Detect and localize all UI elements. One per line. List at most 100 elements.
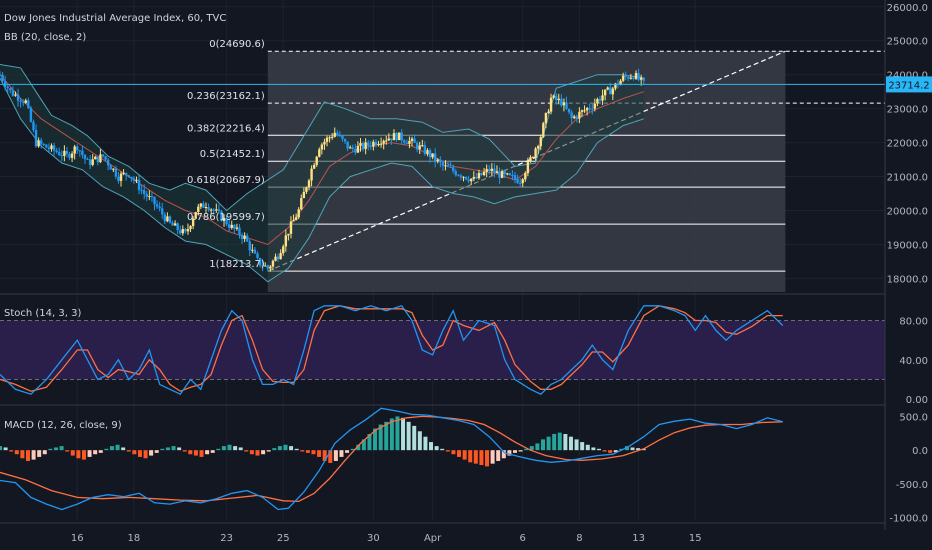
candle-body bbox=[96, 156, 100, 163]
candle-body bbox=[34, 130, 38, 147]
candle-body bbox=[122, 172, 125, 174]
macd-histogram-bar bbox=[434, 446, 439, 451]
candle-body bbox=[315, 156, 318, 165]
candle-body bbox=[119, 173, 123, 181]
candle-body bbox=[503, 171, 506, 175]
macd-histogram-bar bbox=[249, 450, 254, 455]
candle-body bbox=[282, 246, 285, 254]
macd-histogram-bar bbox=[389, 418, 394, 451]
candle-body bbox=[490, 168, 494, 172]
macd-histogram-bar bbox=[540, 439, 545, 451]
candle-body bbox=[209, 209, 213, 211]
candle-body bbox=[330, 136, 334, 138]
candle-body bbox=[382, 140, 385, 144]
price-tick-label: 19000.0 bbox=[887, 240, 928, 251]
candle-body bbox=[63, 150, 66, 156]
candle-body bbox=[467, 179, 470, 182]
candle-body bbox=[516, 179, 519, 183]
candle-body bbox=[639, 77, 643, 80]
candle-body bbox=[37, 140, 40, 147]
candle-body bbox=[413, 138, 416, 143]
candle-body bbox=[372, 141, 375, 147]
macd-histogram-bar bbox=[580, 442, 585, 451]
candle-body bbox=[240, 235, 244, 239]
candle-body bbox=[343, 138, 347, 142]
candle-body bbox=[578, 111, 581, 119]
candle-body bbox=[117, 176, 120, 181]
candle-body bbox=[325, 137, 329, 142]
candle-body bbox=[176, 223, 179, 231]
candle-body bbox=[204, 207, 208, 209]
candle-body bbox=[518, 182, 522, 184]
candle-body bbox=[45, 144, 48, 148]
candle-body bbox=[410, 138, 414, 141]
candle-body bbox=[256, 253, 259, 259]
candle-body bbox=[462, 176, 465, 178]
candle-body bbox=[73, 146, 76, 154]
candle-body bbox=[258, 258, 262, 266]
macd-histogram-bar bbox=[14, 450, 19, 455]
time-tick-label: 13 bbox=[632, 533, 645, 544]
candle-body bbox=[575, 116, 578, 119]
candle-body bbox=[104, 156, 107, 160]
candle-body bbox=[421, 145, 424, 147]
candle-body bbox=[217, 209, 221, 212]
candle-body bbox=[513, 175, 517, 180]
candle-body bbox=[153, 196, 156, 205]
macd-histogram-bar bbox=[109, 446, 114, 451]
candle-body bbox=[341, 135, 344, 139]
candle-body bbox=[52, 145, 56, 151]
macd-histogram-bar bbox=[423, 436, 428, 451]
macd-histogram-bar bbox=[591, 447, 596, 451]
time-tick-label: 8 bbox=[576, 533, 582, 544]
price-axis[interactable]: 16 18 23 25 30 Apr 6 8 13 15 18000.0 19000.0 20000.0… bbox=[71, 3, 932, 544]
fib-level-label: 0.786(19599.7) bbox=[187, 212, 265, 223]
candle-body bbox=[266, 265, 269, 269]
candle-body bbox=[189, 226, 192, 230]
bb-lower-line bbox=[0, 77, 644, 283]
candle-body bbox=[212, 209, 215, 211]
macd-histogram-bar bbox=[227, 444, 232, 451]
candle-body bbox=[32, 121, 35, 131]
candle-body bbox=[94, 156, 97, 160]
candle-body bbox=[529, 157, 532, 162]
candle-body bbox=[452, 167, 455, 172]
candle-body bbox=[627, 76, 630, 79]
candle-body bbox=[560, 98, 563, 106]
candle-body bbox=[565, 102, 568, 109]
macd-histogram-bar bbox=[171, 446, 176, 451]
candle-body bbox=[472, 176, 475, 179]
candle-body bbox=[336, 132, 339, 136]
fib-level-label: 0.618(20687.9) bbox=[187, 175, 265, 186]
candle-body bbox=[1, 74, 4, 82]
macd-histogram-bar bbox=[199, 450, 204, 457]
candle-body bbox=[367, 142, 370, 146]
current-price-label: 23714.2 bbox=[888, 80, 929, 91]
candle-body bbox=[184, 228, 187, 232]
candle-body bbox=[585, 108, 589, 111]
candle-body bbox=[397, 132, 401, 141]
stoch-tick-label: 0.00 bbox=[906, 395, 928, 406]
candle-body bbox=[521, 179, 524, 184]
candle-body bbox=[356, 145, 360, 153]
stoch-tick-label: 40.00 bbox=[899, 356, 928, 367]
candle-body bbox=[580, 110, 584, 112]
macd-histogram-bar bbox=[132, 450, 137, 455]
candle-body bbox=[511, 175, 514, 177]
macd-histogram-bar bbox=[76, 450, 81, 459]
candle-body bbox=[552, 95, 555, 98]
candle-body bbox=[181, 228, 185, 234]
candle-body bbox=[408, 140, 411, 144]
candle-body bbox=[235, 227, 239, 229]
candle-body bbox=[629, 77, 633, 79]
candle-body bbox=[140, 190, 143, 192]
macd-histogram-bar bbox=[333, 450, 338, 461]
candle-body bbox=[215, 209, 218, 211]
candle-body bbox=[637, 73, 640, 80]
candle-body bbox=[248, 241, 251, 251]
candle-body bbox=[76, 146, 79, 151]
bb-label: BB (20, close, 2) bbox=[4, 32, 86, 43]
candle-body bbox=[488, 168, 491, 172]
candle-body bbox=[567, 108, 571, 113]
